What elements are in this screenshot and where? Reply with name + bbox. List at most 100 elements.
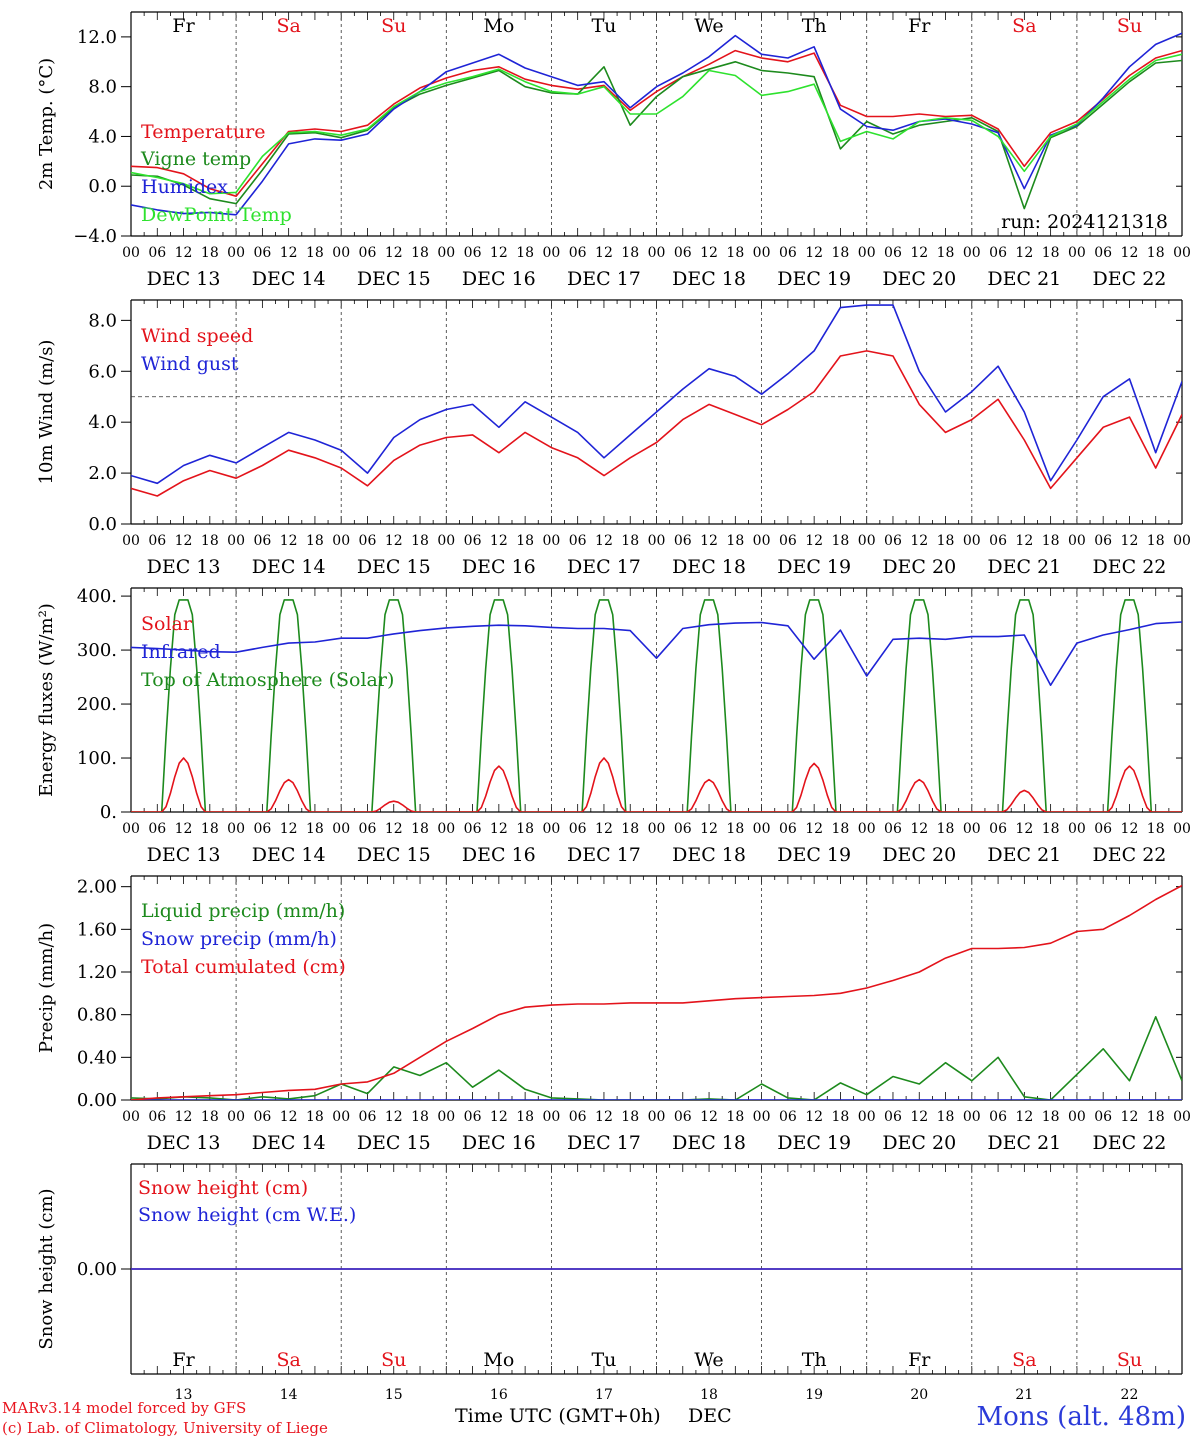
x-date-label: DEC 22 [1093,844,1167,866]
day-number: 20 [910,1387,928,1400]
x-hour-label: 00 [332,245,350,261]
series-line-1 [131,59,1182,210]
day-name: Mo [483,1349,514,1371]
day-name: Tu [591,1349,616,1371]
x-hour-label: 06 [359,821,377,837]
x-hour-label: 06 [779,821,797,837]
x-date-label: DEC 19 [777,268,851,290]
series-line-0 [131,49,1182,197]
x-hour-label: 06 [359,245,377,261]
x-date-label: DEC 15 [357,556,431,578]
x-hour-label: 06 [884,533,902,549]
x-date-label: DEC 13 [147,556,221,578]
x-hour-label: 06 [359,533,377,549]
x-hour-label: 18 [621,821,639,837]
day-name: Sa [276,15,300,37]
x-hour-label: 18 [621,1109,639,1125]
y-tick-label: 0.00 [77,1090,117,1111]
x-hour-label: 06 [989,533,1007,549]
x-hour-label: 18 [726,245,744,261]
x-date-label: DEC 16 [462,844,536,866]
x-date-label: DEC 20 [882,556,956,578]
x-hour-label: 12 [805,821,823,837]
day-number: 14 [280,1387,298,1400]
x-hour-label: 12 [700,533,718,549]
x-hour-label: 00 [648,1109,666,1125]
x-hour-label: 18 [1042,533,1060,549]
x-hour-label: 12 [805,245,823,261]
x-hour-label: 18 [306,1109,324,1125]
x-hour-label: 12 [175,533,193,549]
series-line-2 [131,884,1182,1100]
legend-entry: Vigne temp [140,148,251,170]
x-hour-label: 06 [674,245,692,261]
x-hour-label: 00 [437,821,455,837]
x-hour-label: 18 [937,1109,955,1125]
x-hour-label: 18 [306,821,324,837]
y-tick-label: 200. [77,694,117,715]
y-axis-title: Energy fluxes (W/m²) [36,603,57,797]
x-date-label: DEC 16 [462,1132,536,1154]
x-date-label: DEC 19 [777,556,851,578]
x-date-label: DEC 14 [252,268,326,290]
x-hour-label: 00 [227,821,245,837]
legend-entry: Total cumulated (cm) [141,956,346,978]
day-number: 15 [385,1387,403,1400]
y-tick-label: 0.0 [88,514,117,535]
x-hour-label: 12 [490,245,508,261]
y-tick-label: 1.20 [77,962,117,983]
x-date-label: DEC 17 [567,1132,641,1154]
day-number: 19 [805,1387,823,1400]
x-hour-label: 00 [122,245,140,261]
x-hour-label: 06 [253,821,271,837]
x-hour-label: 06 [148,533,166,549]
x-hour-label: 00 [122,821,140,837]
x-hour-label: 12 [595,821,613,837]
x-hour-label: 06 [1094,533,1112,549]
day-name: Sa [276,1349,300,1371]
x-hour-label: 06 [253,1109,271,1125]
x-hour-label: 12 [595,245,613,261]
x-hour-label: 12 [595,1109,613,1125]
x-hour-label: 18 [201,245,219,261]
series-solar-line [131,757,1182,812]
x-hour-label: 12 [910,821,928,837]
x-date-label: DEC 21 [987,844,1061,866]
x-hour-label: 06 [989,245,1007,261]
day-name: Su [381,1349,406,1371]
day-number: 18 [700,1387,718,1400]
x-hour-label: 00 [542,533,560,549]
legend-entry: Wind speed [141,325,253,347]
y-tick-label: 2.00 [77,877,117,898]
x-date-label: DEC 20 [882,1132,956,1154]
x-hour-label: 18 [726,533,744,549]
day-name: Su [381,15,406,37]
day-name: Mo [483,15,514,37]
x-hour-label: 18 [1147,821,1165,837]
x-hour-label: 00 [648,821,666,837]
x-hour-label: 06 [148,821,166,837]
x-hour-label: 00 [1173,245,1191,261]
x-hour-label: 18 [726,821,744,837]
x-date-label: DEC 20 [882,268,956,290]
x-hour-label: 00 [1068,533,1086,549]
x-hour-label: 00 [1173,821,1191,837]
x-hour-label: 06 [569,245,587,261]
x-hour-label: 12 [280,245,298,261]
x-hour-label: 00 [648,245,666,261]
series-line-1 [131,304,1182,485]
x-hour-label: 12 [910,245,928,261]
x-hour-label: 18 [306,245,324,261]
day-name: We [694,1349,723,1371]
x-hour-label: 00 [542,821,560,837]
x-date-label: DEC 18 [672,268,746,290]
x-date-label: DEC 22 [1093,268,1167,290]
day-name: Fr [908,15,931,37]
x-date-label: DEC 14 [252,556,326,578]
x-hour-label: 12 [280,1109,298,1125]
x-hour-label: 18 [1042,1109,1060,1125]
x-hour-label: 18 [516,533,534,549]
day-number: 16 [490,1387,508,1400]
x-hour-label: 12 [490,821,508,837]
x-date-label: DEC 13 [147,268,221,290]
